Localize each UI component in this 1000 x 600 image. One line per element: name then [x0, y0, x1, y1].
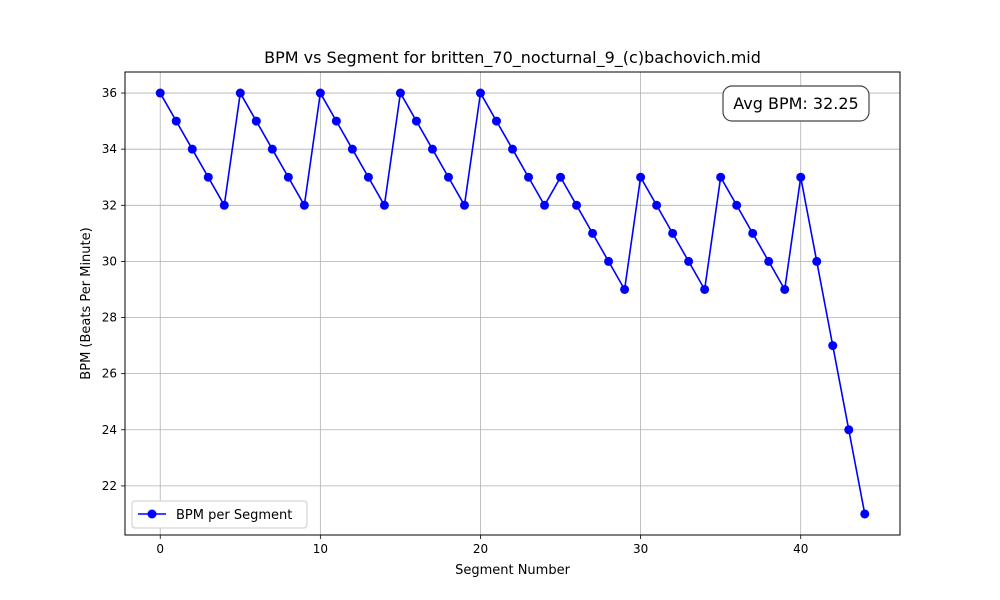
data-point — [812, 256, 822, 266]
avg-bpm-box — [722, 85, 870, 122]
y-tick-label: 24 — [102, 423, 117, 437]
data-point — [700, 284, 710, 294]
data-point — [347, 144, 357, 154]
data-point — [748, 228, 758, 238]
legend-box — [131, 500, 308, 529]
data-point — [443, 172, 453, 182]
y-tick-label: 36 — [102, 86, 117, 100]
data-point — [684, 256, 694, 266]
y-axis-label: BPM (Beats Per Minute) — [79, 227, 94, 379]
data-point — [636, 172, 646, 182]
data-point — [524, 172, 534, 182]
data-point — [588, 228, 598, 238]
legend-marker-swatch — [147, 509, 157, 519]
avg-bpm-text: Avg BPM: 32.25 — [733, 94, 858, 113]
data-point — [235, 88, 245, 98]
plot-area-frame — [124, 71, 901, 536]
data-point — [203, 172, 213, 182]
y-tick-label: 22 — [102, 479, 117, 493]
data-point — [427, 144, 437, 154]
data-point — [540, 200, 550, 210]
data-point — [187, 144, 197, 154]
data-point — [155, 88, 165, 98]
x-tick-label: 20 — [473, 542, 488, 556]
x-axis-ticks: 0 10 20 30 40 — [156, 535, 808, 556]
data-point — [508, 144, 517, 154]
data-point — [475, 88, 485, 98]
data-point — [267, 144, 277, 154]
data-point — [283, 172, 293, 182]
data-point — [379, 200, 389, 210]
data-point — [363, 172, 373, 182]
y-tick-label: 26 — [102, 367, 117, 381]
avg-bpm-annotation: Avg BPM: 32.25 — [722, 85, 870, 122]
data-point — [299, 200, 309, 210]
data-point — [171, 116, 181, 126]
data-point — [251, 116, 261, 126]
y-tick-label: 30 — [102, 254, 117, 268]
data-point — [604, 256, 614, 266]
y-tick-label: 34 — [102, 142, 117, 156]
legend-label: BPM per Segment — [176, 508, 292, 523]
y-axis-ticks: 22 24 26 28 30 32 34 36 — [102, 86, 125, 493]
data-point — [780, 284, 790, 294]
x-tick-label: 0 — [156, 542, 164, 556]
chart-title: BPM vs Segment for britten_70_nocturnal_… — [264, 48, 761, 68]
data-point — [620, 284, 630, 294]
data-point — [796, 172, 806, 182]
data-point — [764, 256, 774, 266]
data-point — [459, 200, 469, 210]
data-point — [411, 116, 421, 126]
data-point — [219, 200, 229, 210]
data-point — [315, 88, 325, 98]
x-tick-label: 30 — [633, 542, 648, 556]
y-tick-label: 32 — [102, 198, 117, 212]
data-point — [556, 172, 566, 182]
data-point — [828, 341, 838, 351]
data-point — [716, 172, 726, 182]
x-axis-label: Segment Number — [455, 563, 571, 578]
x-tick-label: 10 — [313, 542, 328, 556]
data-point — [732, 200, 742, 210]
data-point — [668, 228, 678, 238]
series-layer — [155, 88, 870, 519]
data-point — [395, 88, 405, 98]
data-point — [652, 200, 662, 210]
data-point — [860, 509, 870, 519]
data-point — [844, 425, 854, 435]
y-tick-label: 28 — [102, 311, 117, 325]
x-tick-label: 40 — [793, 542, 808, 556]
data-point — [331, 116, 341, 126]
data-point — [491, 116, 501, 126]
data-point — [572, 200, 582, 210]
legend: BPM per Segment — [131, 500, 308, 529]
